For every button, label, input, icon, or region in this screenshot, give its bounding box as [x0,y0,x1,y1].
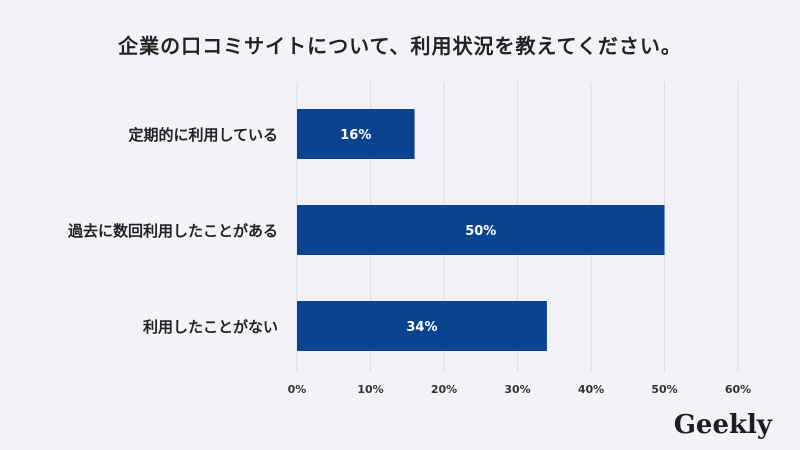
chart-title: 企業の口コミサイトについて、利用状況を教えてください。 [118,34,682,58]
x-tick-label: 50% [651,383,677,396]
x-tick-label: 10% [357,383,383,396]
brand-logo: Geekly [673,410,772,440]
bar [297,205,665,255]
x-tick-label: 60% [725,383,751,396]
category-label: 過去に数回利用したことがある [67,222,278,240]
bar [297,109,415,159]
x-tick-label: 40% [578,383,604,396]
category-label: 利用したことがない [143,318,278,336]
bar-value-label: 34% [406,320,437,335]
x-tick-label: 30% [504,383,530,396]
bar-value-label: 16% [340,128,371,143]
category-label: 定期的に利用している [128,126,278,144]
x-tick-label: 0% [288,383,307,396]
bar [297,301,547,351]
bar-value-label: 50% [465,224,496,239]
x-tick-label: 20% [431,383,457,396]
